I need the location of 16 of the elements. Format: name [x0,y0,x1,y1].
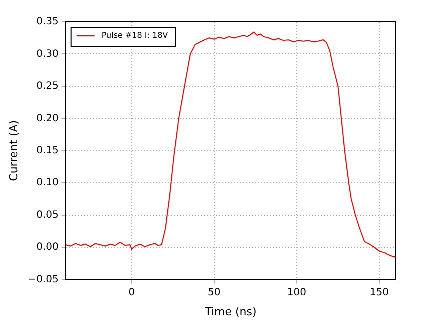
y-tick-label: 0.25 [36,81,59,92]
y-tick-label: 0.20 [36,113,59,124]
x-tick-label: 0 [128,287,136,298]
y-tick-label: 0.30 [36,48,59,60]
y-tick-label: 0.00 [36,242,59,254]
x-tick-label: 100 [287,287,306,298]
legend-label: Pulse #18 I: 18V [102,31,169,40]
x-axis-title: Time (ns) [204,305,257,318]
x-tick-label: 50 [208,287,221,298]
y-tick-label: 0.05 [36,210,59,221]
y-tick-label: 0.10 [36,178,59,189]
y-tick-label: 0.35 [36,16,59,28]
y-tick-label: 0.15 [36,145,59,156]
x-tick-label: 150 [370,287,390,298]
y-axis-title: Current (A) [7,120,20,182]
y-tick-label: −0.05 [28,274,59,286]
